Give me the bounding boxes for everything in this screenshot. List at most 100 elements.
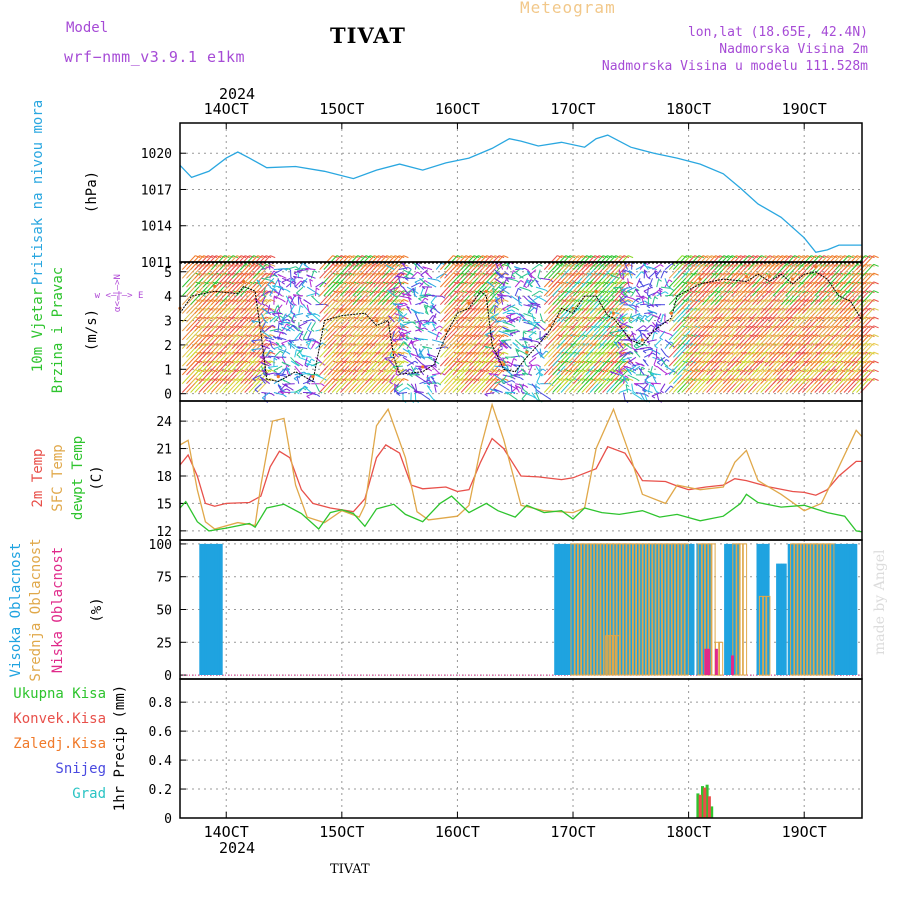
wind-barb-flag <box>425 302 428 304</box>
wind-barb-flag <box>262 303 265 305</box>
wind-barb-flag <box>415 292 418 294</box>
wind-barb <box>425 287 428 295</box>
wind-barb-flag <box>407 388 410 390</box>
wind-barb <box>636 384 644 389</box>
wind-barb <box>420 298 426 305</box>
wind-barb <box>411 283 419 287</box>
wind-barb-flag <box>425 298 428 300</box>
wind-barb-flag <box>290 388 293 390</box>
wind-barb-flag <box>660 338 663 340</box>
wind-barb-flag <box>657 321 660 323</box>
wind-barb <box>295 350 297 358</box>
wind-barb-flag <box>654 365 657 367</box>
wind-barb <box>420 393 428 398</box>
wind-gust-point <box>670 312 673 315</box>
wind-barb-flag <box>543 369 546 371</box>
wind-barb <box>511 296 518 301</box>
y-tick-label: 1014 <box>141 220 172 235</box>
wind-barb-flag <box>644 344 647 346</box>
wind-gust-point <box>548 324 551 327</box>
pressure-unit-label: (hPa) <box>84 171 100 213</box>
wind-barb <box>503 305 512 309</box>
wind-barb-flag <box>438 280 441 282</box>
wind-gust-point <box>595 290 598 293</box>
wind-barb <box>640 347 650 348</box>
y-tick-label: 5 <box>164 266 172 281</box>
wind-barb-flag <box>514 358 517 360</box>
wind-gust-point <box>791 278 794 281</box>
wind-barb-flag <box>415 361 418 363</box>
wind-barb-flag <box>425 328 428 330</box>
wind-barb <box>648 272 655 278</box>
wind-barb-flag <box>419 330 422 332</box>
wind-barb-flag <box>540 291 543 293</box>
wind-barb-flag <box>548 398 551 400</box>
wind-barb-flag <box>636 300 639 302</box>
wind-gust-point <box>421 365 424 368</box>
wind-barb <box>661 384 665 391</box>
wind-barb-flag <box>665 292 668 294</box>
wind-barb-flag <box>436 362 439 364</box>
wind-barb-flag <box>659 279 662 281</box>
wind-barb <box>316 384 320 391</box>
wind-barb-flag <box>634 346 637 348</box>
wind-barb-flag <box>633 371 636 373</box>
wind-barb <box>644 393 647 401</box>
wind-gust-point <box>277 375 280 378</box>
wind-barb <box>307 305 309 313</box>
wind-barb <box>297 349 303 355</box>
wind-barb <box>529 366 532 374</box>
wind-barb-flag <box>647 342 650 344</box>
wind-gust-point <box>571 307 574 310</box>
wind-barb <box>665 264 672 270</box>
wind-barb-flag <box>499 357 502 359</box>
wind-barb-flag <box>431 303 434 305</box>
wind-barb <box>657 279 659 287</box>
wind-barb-flag <box>512 325 515 327</box>
wind-barb <box>316 288 317 296</box>
wind-barb-flag <box>439 332 442 334</box>
wind-barb-flag <box>525 386 528 388</box>
wind-barb <box>307 287 315 292</box>
wind-gust-point <box>259 326 262 329</box>
wind-barb-flag <box>539 264 542 266</box>
wind-barb-flag <box>529 290 532 292</box>
wind-barb-flag <box>418 299 421 301</box>
wind-barb-flag <box>297 355 300 357</box>
wind-barb-flag <box>283 346 286 348</box>
wind-barb-flag <box>287 290 290 292</box>
wind-barb-flag <box>646 395 649 397</box>
wind-barb-flag <box>657 292 660 294</box>
wind-barb <box>634 349 644 350</box>
wind-gust-point <box>814 265 817 268</box>
wind-barb-flag <box>512 310 515 312</box>
wind-barb-flag <box>317 315 320 317</box>
wind-barb <box>311 322 315 329</box>
wind-barb-flag <box>660 265 663 267</box>
wind-barb-flag <box>644 291 647 293</box>
wind-barb-flag <box>518 288 521 290</box>
wind-barb-flag <box>524 391 527 393</box>
wind-barb-flag <box>417 272 420 274</box>
wind-barb-flag <box>408 268 411 270</box>
wind-barb-flag <box>650 385 653 387</box>
wind-barb <box>307 322 311 329</box>
wind-gust-point <box>768 275 771 278</box>
wind-barb-flag <box>664 372 667 374</box>
wind-barb <box>532 264 540 269</box>
wind-axis-label-1: 10m Vjetar <box>30 288 46 372</box>
wind-barb-flag <box>653 353 656 355</box>
wind-barb-flag <box>283 395 286 397</box>
wind-barb-flag <box>629 321 632 323</box>
wind-barb-flag <box>670 342 673 344</box>
wind-barb-flag <box>520 378 523 380</box>
wind-barb <box>528 340 538 342</box>
wind-barb <box>511 384 512 392</box>
wind-barb <box>311 341 315 348</box>
pressure-axis-label: Pritisak na nivou mora <box>30 100 46 285</box>
wind-barb-flag <box>645 301 648 303</box>
wind-barb <box>303 331 307 338</box>
wind-barb <box>282 349 286 356</box>
wind-barb <box>528 365 538 366</box>
wind-barb <box>286 281 293 287</box>
